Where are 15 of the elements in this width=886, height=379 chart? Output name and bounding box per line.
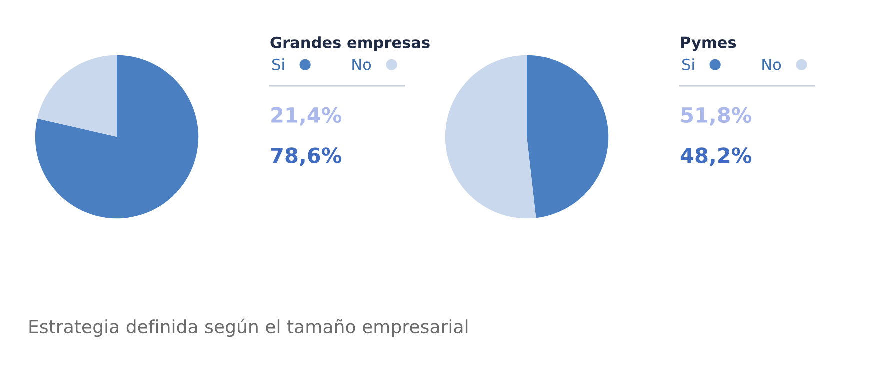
- pie-slice: [35, 55, 199, 219]
- legend-label: No: [352, 59, 372, 70]
- legend-label: Si: [682, 58, 694, 70]
- chart-title: Grandes empresas: [270, 36, 430, 52]
- legend-label: Si: [272, 58, 284, 70]
- legend-label: No: [762, 59, 782, 70]
- pie-slice: [527, 55, 609, 218]
- text: Estrategia definida según el tamaño empresarial: [30, 318, 468, 338]
- text: 78,6%: [271, 148, 342, 166]
- text: 51,8%: [682, 107, 752, 126]
- pie-slice: [445, 55, 536, 219]
- pie-slice: [37, 55, 117, 137]
- text: 21,4%: [272, 107, 342, 126]
- chart-title: Pymes: [681, 36, 736, 52]
- text: 48,2%: [680, 148, 752, 166]
